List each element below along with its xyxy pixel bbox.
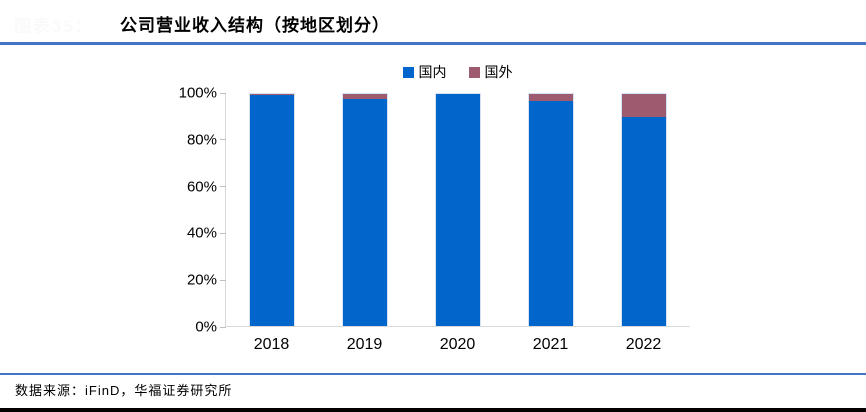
plot-wrap: 0% 20% 40% 60% 80% 100% xyxy=(179,85,690,336)
bar-segment-国内-2021 xyxy=(528,100,573,326)
bar-segment-国内-2018 xyxy=(250,95,295,326)
bar-segment-国内-2019 xyxy=(343,98,388,326)
bar-segment-国外-2021 xyxy=(528,94,573,101)
bar-2019 xyxy=(342,93,389,326)
x-axis-label: 2021 xyxy=(532,336,569,353)
figure-number-label: 图表35： xyxy=(14,17,94,36)
y-axis-label: 0% xyxy=(195,318,217,336)
bar-slot xyxy=(226,93,319,326)
x-axis-label: 2022 xyxy=(625,336,662,353)
y-axis-label: 100% xyxy=(178,84,217,102)
figure-header: 图表35： 公司营业收入结构（按地区划分） xyxy=(0,8,866,42)
legend-item: 国内 xyxy=(402,62,447,82)
legend-label: 国外 xyxy=(484,64,513,80)
bar-2018 xyxy=(249,93,296,326)
y-axis-label: 80% xyxy=(186,131,217,149)
bar-segment-国外-2018 xyxy=(250,94,295,96)
bar-slot xyxy=(412,93,505,326)
y-axis-tick xyxy=(220,186,226,188)
bar-2022 xyxy=(620,93,667,326)
bar-segment-国外-2019 xyxy=(343,94,388,99)
bar-2021 xyxy=(527,93,574,326)
x-axis-label: 2018 xyxy=(253,336,290,353)
legend-swatch-icon xyxy=(468,66,480,78)
x-axis-labels: 2018 2019 2020 2021 2022 xyxy=(225,336,690,354)
x-axis-label: 2020 xyxy=(439,336,476,353)
chart-title: 公司营业收入结构（按地区划分） xyxy=(120,16,390,35)
x-axis-label: 2019 xyxy=(346,336,383,353)
y-axis-label: 60% xyxy=(186,178,217,196)
bar-slot xyxy=(597,93,690,326)
data-source-text: 数据来源：iFinD，华福证券研究所 xyxy=(15,383,233,398)
bar-2020 xyxy=(434,93,481,326)
y-axis-tick xyxy=(220,232,226,234)
y-axis-label: 40% xyxy=(186,224,217,242)
bar-segment-国外-2022 xyxy=(621,94,666,118)
plot-area xyxy=(220,92,690,328)
y-axis-tick xyxy=(220,326,226,328)
bar-segment-国内-2020 xyxy=(435,94,480,326)
y-axis-tick xyxy=(220,279,226,281)
bottom-border-line xyxy=(0,408,866,412)
chart-legend: 国内 国外 xyxy=(225,62,690,82)
legend-swatch-icon xyxy=(402,66,414,78)
legend-label: 国内 xyxy=(418,64,447,80)
y-axis-tick xyxy=(220,92,226,94)
footer-divider-line xyxy=(0,373,866,375)
bar-segment-国内-2022 xyxy=(621,117,666,326)
y-axis-tick xyxy=(220,139,226,141)
bar-slot xyxy=(319,93,412,326)
legend-item: 国外 xyxy=(468,62,513,82)
y-axis-label: 20% xyxy=(186,271,217,289)
title-divider-line xyxy=(0,42,866,45)
bar-slot xyxy=(504,93,597,326)
